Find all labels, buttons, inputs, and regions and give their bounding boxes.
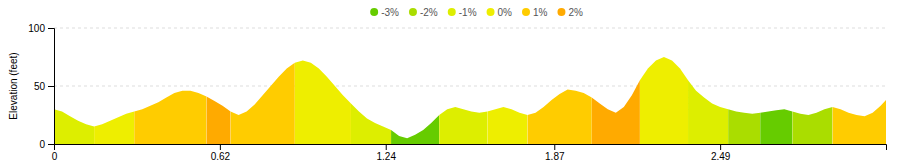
- x-tick: 2.49: [711, 144, 731, 162]
- y-tick-label: 0: [39, 139, 45, 150]
- segment-area: [832, 100, 886, 144]
- segment: [528, 89, 592, 144]
- y-axis-line: [48, 29, 55, 145]
- segment-area: [688, 80, 728, 144]
- y-tick: 50: [34, 81, 54, 92]
- segment: [592, 80, 640, 144]
- segment: [206, 96, 230, 144]
- segment: [54, 109, 94, 144]
- segment-area: [528, 89, 592, 144]
- legend: -3% -2% -1% 0% 1% 2%: [370, 7, 583, 18]
- y-tick-mark: [48, 86, 54, 87]
- y-axis: 0 50 100: [28, 23, 54, 150]
- x-tick-label: 1.24: [376, 151, 396, 162]
- areas: [54, 57, 886, 144]
- plot: 0 0.62 1.24 1.87 2.49 0 50 100: [28, 23, 886, 162]
- x-tick-label: 1.87: [545, 151, 565, 162]
- legend-label: -3%: [381, 7, 399, 18]
- grid-line: [54, 28, 886, 29]
- x-tick-label: 0.62: [211, 151, 231, 162]
- segment-area: [134, 91, 206, 144]
- segment-area: [439, 107, 487, 144]
- segment: [640, 57, 688, 144]
- legend-label: 0%: [498, 7, 513, 18]
- y-tick-label: 100: [28, 23, 45, 34]
- segment-area: [206, 96, 230, 144]
- segment-area: [760, 109, 792, 144]
- x-tick-label: 0: [52, 151, 58, 162]
- x-tick-label: 2.49: [711, 151, 731, 162]
- segment: [231, 63, 295, 144]
- legend-swatch: [557, 8, 565, 16]
- x-tick: 0.62: [211, 144, 231, 162]
- x-tick-mark: [554, 144, 555, 150]
- grid-line: [54, 86, 886, 87]
- chart: 0 0.62 1.24 1.87 2.49 0 50 100 Elevation (feet) -…: [0, 0, 900, 168]
- segment-area: [592, 80, 640, 144]
- legend-item: -1%: [448, 7, 477, 18]
- x-axis-line: [55, 145, 887, 151]
- segment: [351, 103, 391, 144]
- segment: [487, 107, 527, 144]
- segment: [688, 80, 728, 144]
- segment-area: [231, 63, 295, 144]
- x-tick-mark: [386, 144, 387, 150]
- legend-label: 1%: [533, 7, 548, 18]
- y-tick-label: 50: [34, 81, 46, 92]
- segment: [295, 60, 351, 144]
- segment: [391, 115, 439, 144]
- x-tick: 1.87: [545, 144, 565, 162]
- segment-area: [391, 115, 439, 144]
- segment-area: [295, 60, 351, 144]
- y-axis-title: Elevation (feet): [8, 52, 19, 119]
- segment-area: [94, 112, 134, 144]
- segment: [134, 91, 206, 144]
- x-tick-mark: [720, 144, 721, 150]
- legend-swatch: [448, 8, 456, 16]
- segment: [94, 112, 134, 144]
- legend-label: -2%: [420, 7, 438, 18]
- legend-item: -3%: [370, 7, 399, 18]
- y-tick: 100: [28, 23, 54, 34]
- legend-swatch: [409, 8, 417, 16]
- y-tick-mark: [48, 28, 54, 29]
- segment-area: [640, 57, 688, 144]
- x-tick: 1.24: [376, 144, 396, 162]
- legend-swatch: [522, 8, 530, 16]
- legend-item: 0%: [487, 7, 513, 18]
- x-tick-mark: [220, 144, 221, 150]
- segment-area: [792, 107, 832, 144]
- segment-area: [54, 109, 94, 144]
- segment-area: [728, 109, 760, 144]
- y-tick: 0: [39, 139, 54, 150]
- segment: [832, 100, 886, 144]
- segment: [760, 109, 792, 144]
- x-axis: 0 0.62 1.24 1.87 2.49: [52, 144, 887, 162]
- x-tick: 0: [52, 144, 58, 162]
- segment: [439, 107, 487, 144]
- segment: [728, 109, 760, 144]
- grid: [54, 28, 886, 144]
- legend-swatch: [487, 8, 495, 16]
- legend-item: -2%: [409, 7, 438, 18]
- segment-area: [487, 107, 527, 144]
- y-tick-mark: [48, 144, 54, 145]
- segment: [792, 107, 832, 144]
- legend-label: 2%: [568, 7, 583, 18]
- legend-item: 1%: [522, 7, 548, 18]
- legend-swatch: [370, 8, 378, 16]
- segment-area: [351, 103, 391, 144]
- legend-item: 2%: [557, 7, 583, 18]
- legend-label: -1%: [459, 7, 477, 18]
